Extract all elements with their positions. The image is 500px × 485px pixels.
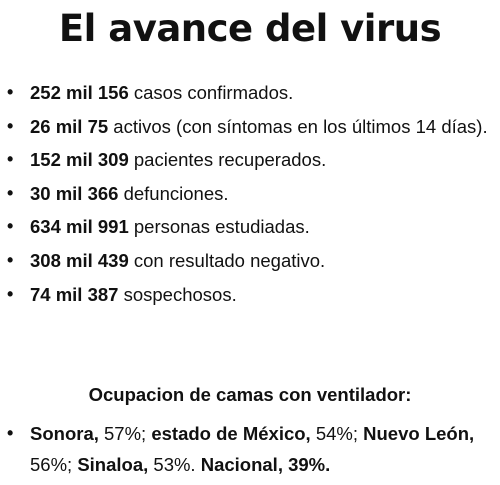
bullet-icon: • — [7, 149, 14, 170]
national-value: 39%. — [282, 454, 331, 475]
stat-item-suspected: • 74 mil 387 sospechosos. — [0, 278, 496, 312]
stat-item-confirmed: • 252 mil 156 casos confirmados. — [0, 76, 496, 110]
state-value: 57%; — [98, 423, 152, 444]
national-label: Nacional, — [200, 454, 283, 475]
stat-text: personas estudiadas. — [128, 216, 310, 238]
stat-item-recovered: • 152 mil 309 pacientes recuperados. — [0, 143, 496, 177]
bullet-icon: • — [7, 423, 14, 443]
stat-item-deaths: • 30 mil 366 defunciones. — [0, 177, 496, 211]
bullet-icon: • — [7, 216, 14, 237]
state-name: Nuevo León, — [363, 423, 475, 444]
state-value: 56%; — [30, 454, 78, 475]
stat-number: 152 mil 309 — [30, 149, 129, 171]
bullet-icon: • — [7, 283, 14, 304]
bullet-icon: • — [7, 249, 14, 270]
stat-item-active: • 26 mil 75 activos (con síntomas en los … — [0, 110, 496, 144]
ventilator-occupancy-list: • Sonora, 57%; estado de México, 54%; Nue… — [0, 418, 490, 480]
stats-list: • 252 mil 156 casos confirmados. • 26 mil … — [0, 76, 496, 311]
state-name: Sonora, — [30, 423, 99, 444]
stat-number: 30 mil 366 — [30, 182, 119, 204]
stat-number: 252 mil 156 — [30, 82, 129, 103]
stat-number: 634 mil 991 — [30, 216, 129, 238]
stat-number: 308 mil 439 — [30, 249, 129, 271]
stat-text: defunciones. — [118, 182, 229, 204]
bullet-icon: • — [7, 182, 14, 203]
state-value: 54%; — [310, 423, 364, 444]
stat-text: activos (con síntomas en los últimos 14 … — [108, 115, 488, 137]
stat-text: con resultado negativo. — [128, 249, 326, 271]
ventilator-heading: Ocupacion de camas con ventilador: — [88, 384, 412, 405]
state-name: estado de México, — [151, 423, 311, 444]
stat-text: sospechosos. — [118, 283, 237, 305]
stat-number: 74 mil 387 — [30, 283, 119, 305]
state-value: 53%. — [148, 454, 201, 475]
state-name: Sinaloa, — [77, 454, 149, 475]
stat-item-negative: • 308 mil 439 con resultado negativo. — [0, 244, 496, 278]
stat-item-studied: • 634 mil 991 personas estudiadas. — [0, 210, 496, 244]
bullet-icon: • — [7, 115, 14, 136]
ventilator-occupancy-item: • Sonora, 57%; estado de México, 54%; Nue… — [0, 418, 490, 480]
stat-text: casos confirmados. — [128, 82, 294, 103]
stat-number: 26 mil 75 — [30, 115, 109, 137]
page-title: El avance del virus — [58, 7, 442, 50]
bullet-icon: • — [7, 82, 14, 102]
stat-text: pacientes recuperados. — [128, 149, 327, 171]
